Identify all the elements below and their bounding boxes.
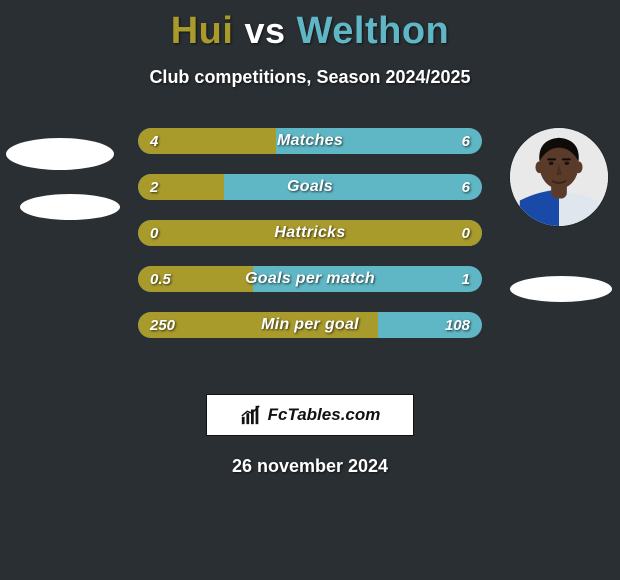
stats-bars: 46Matches 26Goals 00Hattricks 0.51Goals per… bbox=[138, 128, 482, 358]
stat-row: 0.51Goals per match bbox=[138, 266, 482, 292]
player2-placeholder bbox=[510, 276, 612, 302]
avatar-ear-r bbox=[575, 161, 583, 173]
comparison-title: Hui vs Welthon bbox=[0, 0, 620, 53]
stats-stage: 46Matches 26Goals 00Hattricks 0.51Goals per… bbox=[0, 128, 620, 388]
avatar-ear-l bbox=[535, 161, 543, 173]
stat-row: 26Goals bbox=[138, 174, 482, 200]
player2-avatar bbox=[510, 128, 608, 226]
stat-row: 00Hattricks bbox=[138, 220, 482, 246]
vs-text: vs bbox=[245, 10, 286, 51]
chart-icon bbox=[240, 404, 262, 426]
stat-label: Matches bbox=[138, 128, 482, 154]
stat-label: Goals bbox=[138, 174, 482, 200]
stat-row: 46Matches bbox=[138, 128, 482, 154]
stat-label: Goals per match bbox=[138, 266, 482, 292]
player2-name: Welthon bbox=[297, 10, 450, 52]
brand-text: FcTables.com bbox=[268, 405, 381, 425]
brand-box: FcTables.com bbox=[206, 394, 414, 436]
player1-placeholder-2 bbox=[20, 194, 120, 220]
avatar-icon bbox=[510, 128, 608, 226]
player1-name: Hui bbox=[171, 10, 234, 52]
subtitle: Club competitions, Season 2024/2025 bbox=[0, 67, 620, 88]
stat-row: 250108Min per goal bbox=[138, 312, 482, 338]
player1-placeholder-1 bbox=[6, 138, 114, 170]
stat-label: Hattricks bbox=[138, 220, 482, 246]
stat-label: Min per goal bbox=[138, 312, 482, 338]
footer-date: 26 november 2024 bbox=[0, 456, 620, 477]
